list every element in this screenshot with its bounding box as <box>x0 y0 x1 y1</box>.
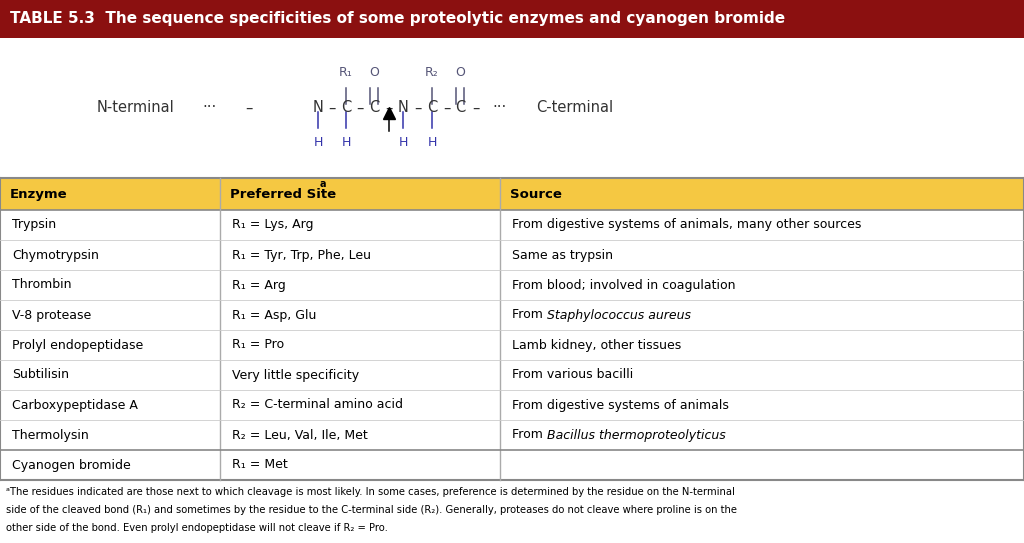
Text: R₂ = C-terminal amino acid: R₂ = C-terminal amino acid <box>232 399 403 412</box>
Text: Trypsin: Trypsin <box>12 218 56 231</box>
Text: R₁ = Lys, Arg: R₁ = Lys, Arg <box>232 218 314 231</box>
Text: N: N <box>312 100 324 116</box>
Text: Very little specificity: Very little specificity <box>232 369 359 382</box>
Text: Staphylococcus aureus: Staphylococcus aureus <box>547 308 691 321</box>
Text: Source: Source <box>510 187 562 200</box>
Text: a: a <box>319 179 326 189</box>
Text: –: – <box>385 100 392 116</box>
Text: –: – <box>356 100 364 116</box>
Text: Carboxypeptidase A: Carboxypeptidase A <box>12 399 138 412</box>
Text: C: C <box>427 100 437 116</box>
Text: –: – <box>415 100 422 116</box>
Text: R₁ = Tyr, Trp, Phe, Leu: R₁ = Tyr, Trp, Phe, Leu <box>232 249 372 262</box>
Text: From digestive systems of animals, many other sources: From digestive systems of animals, many … <box>512 218 861 231</box>
Text: Thrombin: Thrombin <box>12 279 72 292</box>
Text: Same as trypsin: Same as trypsin <box>512 249 613 262</box>
Text: From various bacilli: From various bacilli <box>512 369 633 382</box>
Text: From digestive systems of animals: From digestive systems of animals <box>512 399 729 412</box>
Text: R₁ = Asp, Glu: R₁ = Asp, Glu <box>232 308 316 321</box>
Text: N: N <box>397 100 409 116</box>
Text: O: O <box>455 66 465 79</box>
Text: R₁ = Met: R₁ = Met <box>232 458 288 471</box>
Text: C-terminal: C-terminal <box>537 100 613 116</box>
Text: C: C <box>341 100 351 116</box>
Text: V-8 protease: V-8 protease <box>12 308 91 321</box>
Text: other side of the bond. Even prolyl endopeptidase will not cleave if R₂ = Pro.: other side of the bond. Even prolyl endo… <box>6 523 388 533</box>
Text: From: From <box>512 428 547 441</box>
Text: Thermolysin: Thermolysin <box>12 428 89 441</box>
Text: ᵃThe residues indicated are those next to which cleavage is most likely. In some: ᵃThe residues indicated are those next t… <box>6 487 735 497</box>
Text: side of the cleaved bond (R₁) and sometimes by the residue to the C-terminal sid: side of the cleaved bond (R₁) and someti… <box>6 505 737 515</box>
Text: Chymotrypsin: Chymotrypsin <box>12 249 99 262</box>
Text: Cyanogen bromide: Cyanogen bromide <box>12 458 131 471</box>
Text: From blood; involved in coagulation: From blood; involved in coagulation <box>512 279 735 292</box>
Text: O: O <box>369 66 379 79</box>
Text: R₁: R₁ <box>339 66 353 79</box>
Text: R₂ = Leu, Val, Ile, Met: R₂ = Leu, Val, Ile, Met <box>232 428 369 441</box>
Text: –: – <box>246 100 253 116</box>
Text: Prolyl endopeptidase: Prolyl endopeptidase <box>12 338 143 351</box>
Text: Lamb kidney, other tissues: Lamb kidney, other tissues <box>512 338 681 351</box>
Bar <box>0 178 1024 210</box>
Text: Bacillus thermoproteolyticus: Bacillus thermoproteolyticus <box>547 428 726 441</box>
Text: H: H <box>427 136 436 149</box>
Text: Enzyme: Enzyme <box>10 187 68 200</box>
Text: R₂: R₂ <box>425 66 439 79</box>
Bar <box>0 0 1024 38</box>
Text: ···: ··· <box>203 100 217 116</box>
Text: Subtilisin: Subtilisin <box>12 369 70 382</box>
Text: N-terminal: N-terminal <box>96 100 174 116</box>
Text: H: H <box>341 136 350 149</box>
Text: –: – <box>443 100 451 116</box>
Text: TABLE 5.3  The sequence specificities of some proteolytic enzymes and cyanogen b: TABLE 5.3 The sequence specificities of … <box>10 11 785 27</box>
Text: From: From <box>512 308 547 321</box>
Text: R₁ = Arg: R₁ = Arg <box>232 279 286 292</box>
Text: H: H <box>398 136 408 149</box>
Text: –: – <box>472 100 479 116</box>
Text: C: C <box>369 100 379 116</box>
Text: H: H <box>313 136 323 149</box>
Text: Preferred Site: Preferred Site <box>230 187 337 200</box>
Text: C: C <box>455 100 465 116</box>
Text: –: – <box>329 100 336 116</box>
Text: ···: ··· <box>492 100 506 116</box>
Text: R₁ = Pro: R₁ = Pro <box>232 338 285 351</box>
